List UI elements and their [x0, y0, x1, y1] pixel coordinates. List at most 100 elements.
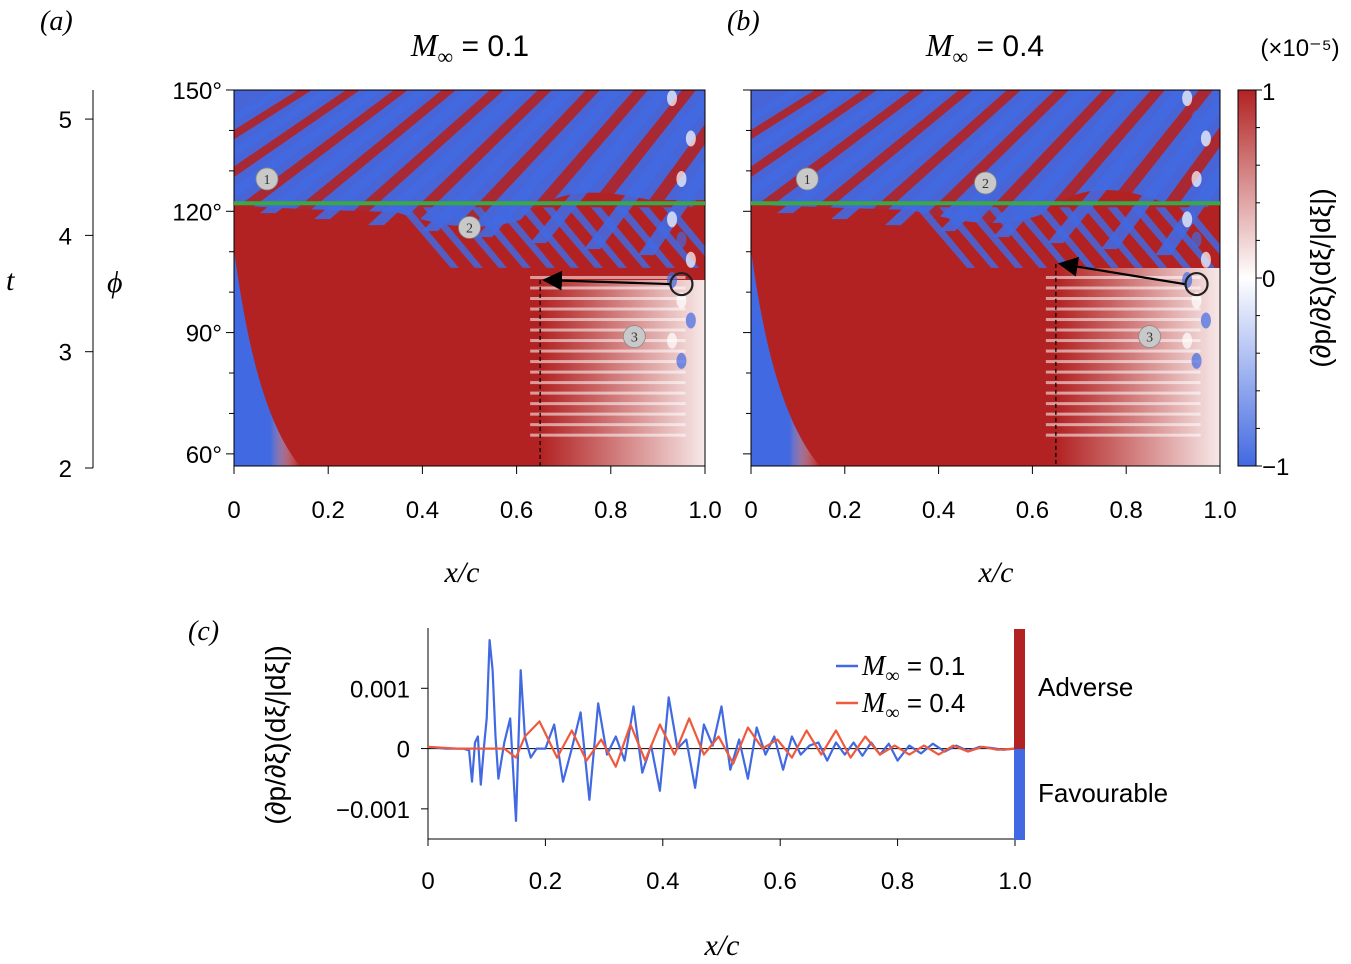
region-marker-circle — [974, 171, 997, 195]
heatmap-stripe-lower — [422, 207, 483, 268]
heatmap-trailing-edge-cell — [676, 231, 687, 248]
heatmap-region-3-stripe — [1045, 349, 1201, 353]
heatmap-stripe — [557, 90, 696, 247]
heatmap-stripe — [751, 90, 805, 123]
heatmap-region-3-stripe — [1045, 412, 1201, 416]
region-marker-b-2: 2 — [974, 171, 997, 195]
colorbar-ticks: 1 0 −1 — [1256, 79, 1289, 481]
phi-axis-label: ϕ — [107, 266, 123, 299]
heatmap-stripe — [260, 90, 432, 214]
line-legend: M∞ = 0.1 M∞ = 0.4 — [836, 651, 965, 724]
line-y-tick-label: 0.001 — [350, 676, 410, 703]
heatmap-stripe — [912, 90, 1069, 229]
line-x-tick-label: 0 — [421, 868, 434, 895]
heatmap-stripe — [341, 90, 504, 223]
heatmap-trailing-edge-cell — [685, 130, 696, 147]
heatmap-region-3-stripe — [1045, 423, 1201, 427]
panel-c-label: (c) — [188, 616, 219, 647]
legend-entry-m01: M∞ = 0.1 — [861, 651, 965, 687]
heatmap-region-3-stripe — [530, 286, 686, 290]
heatmap-region-3-stripe — [530, 275, 686, 279]
region-marker-label: 2 — [466, 221, 473, 236]
x-tick-label-b: 0.4 — [922, 497, 955, 524]
heatmap-b-favourable-wedge — [751, 250, 820, 466]
phi-tick-label: 60° — [186, 442, 222, 469]
heatmap-stripe — [422, 90, 576, 232]
x-tick-label-b: 1.0 — [1203, 497, 1236, 524]
heatmap-region-3-stripe — [1045, 297, 1201, 301]
region-marker-circle — [458, 216, 481, 239]
legend-entry-m04: M∞ = 0.4 — [861, 688, 965, 724]
heatmap-b-xlabel: x/c — [978, 556, 1014, 589]
heatmap-stripe-lower — [470, 207, 531, 268]
heatmap-stripe — [751, 90, 829, 140]
colorbar-tick-label: −1 — [1262, 454, 1289, 481]
heatmap-stripe-lower — [638, 207, 699, 268]
heatmap-stripe — [751, 90, 901, 199]
heatmap-trailing-edge-cell — [667, 332, 678, 349]
region-marker-a-3: 3 — [622, 325, 646, 349]
heatmap-stripe — [234, 90, 312, 140]
line-chart-ylabel: (∂p/∂ξ)(dξ/|dξ|) — [260, 645, 291, 824]
heatmap-trailing-edge-cell — [667, 211, 678, 228]
heatmap-stripe — [831, 90, 997, 220]
x-tick-label-a: 0.8 — [594, 497, 627, 524]
heatmap-region-3-stripe — [1045, 360, 1201, 364]
heatmap-b-frame — [750, 89, 1221, 467]
x-tick-label-b: 0.6 — [1016, 497, 1049, 524]
heatmap-trailing-edge-cell — [1182, 332, 1193, 349]
line-y-tick-label: 0 — [397, 737, 410, 764]
heatmap-region-3-stripe — [530, 370, 686, 374]
colorbar — [1237, 89, 1257, 467]
heatmap-stripe-lower — [1107, 207, 1168, 268]
colorbar-exponent: (×10⁻⁵) — [1260, 35, 1339, 62]
colorbar-tick-label: 0 — [1262, 266, 1275, 293]
heatmap-stripe-lower — [939, 207, 1000, 268]
panel-a-title: M∞ = 0.1 — [410, 27, 529, 69]
heatmap-region-3-stripe — [530, 433, 686, 437]
heatmap-stripe — [665, 198, 705, 259]
phi-tick-label: 120° — [172, 199, 222, 226]
line-y-tick-label: −0.001 — [336, 797, 410, 824]
heatmap-stripe — [1074, 90, 1213, 247]
heatmap-a-axes: 0 0.2 0.4 0.6 0.8 1.0 60° 90° 120° 150° — [172, 78, 721, 524]
heatmap-stripe — [993, 90, 1141, 238]
heatmap-a-frame — [233, 89, 706, 467]
line-chart-xlabel: x/c — [704, 929, 740, 962]
panel-a-label: (a) — [40, 6, 73, 37]
line-x-tick-label: 0.6 — [764, 868, 797, 895]
heatmap-stripe — [234, 90, 288, 123]
heatmap-stripe-lower — [494, 207, 555, 268]
heatmap-trailing-edge-cell — [667, 90, 678, 107]
x-tick-label-a: 0.6 — [500, 497, 533, 524]
heatmap-trailing-edge-cell — [1191, 352, 1202, 369]
heatmap-stripe-lower — [542, 207, 603, 268]
heatmap-stripe-lower — [963, 207, 1024, 268]
heatmap-trailing-edge-cell — [676, 170, 687, 187]
heatmap-stripe-lower — [590, 207, 651, 268]
heatmap-b-axes: 0 0.2 0.4 0.6 0.8 1.0 — [743, 89, 1237, 524]
heatmap-region-3-stripe — [1045, 328, 1201, 332]
heatmap-trailing-edge-cell — [1200, 251, 1211, 268]
heatmap-region-3-stripe — [1045, 307, 1201, 311]
adverse-label: Adverse — [1038, 672, 1133, 702]
heatmap-stripe — [287, 90, 456, 217]
heatmap-region-3-stripe — [530, 328, 686, 332]
heatmap-region-3-stripe — [1045, 402, 1201, 406]
panel-b-label: (b) — [727, 6, 760, 37]
heatmap-region-3-stripe — [530, 381, 686, 385]
heatmap-region-3-stripe — [1045, 318, 1201, 322]
heatmap-stripe-lower — [1131, 207, 1192, 268]
heatmap-trailing-edge-cell — [1182, 150, 1193, 167]
heatmap-region-3-stripe — [530, 402, 686, 406]
heatmap-trailing-edge-cell — [1191, 292, 1202, 309]
heatmap-stripe — [234, 90, 360, 178]
region-marker-a-2: 2 — [458, 216, 481, 239]
heatmap-a-xlabel: x/c — [444, 556, 480, 589]
heatmap-stripe — [804, 90, 973, 217]
heatmap-trailing-edge-cell — [1191, 170, 1202, 187]
heatmap-region-3-stripe — [530, 297, 686, 301]
heatmap-region-3-stripe — [1045, 286, 1201, 290]
circle-marker-a — [669, 271, 694, 297]
heatmap-region-3-stripe — [530, 339, 686, 343]
